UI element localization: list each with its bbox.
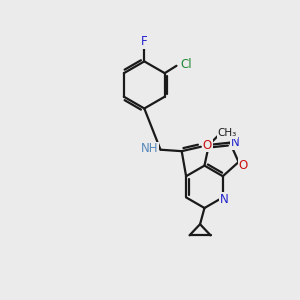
Text: CH₃: CH₃	[218, 128, 237, 138]
Text: NH: NH	[141, 142, 158, 155]
Text: O: O	[203, 139, 212, 152]
Text: Cl: Cl	[180, 58, 192, 71]
Text: O: O	[238, 159, 247, 172]
Text: N: N	[220, 193, 229, 206]
Text: N: N	[231, 136, 240, 149]
Text: F: F	[141, 35, 148, 48]
